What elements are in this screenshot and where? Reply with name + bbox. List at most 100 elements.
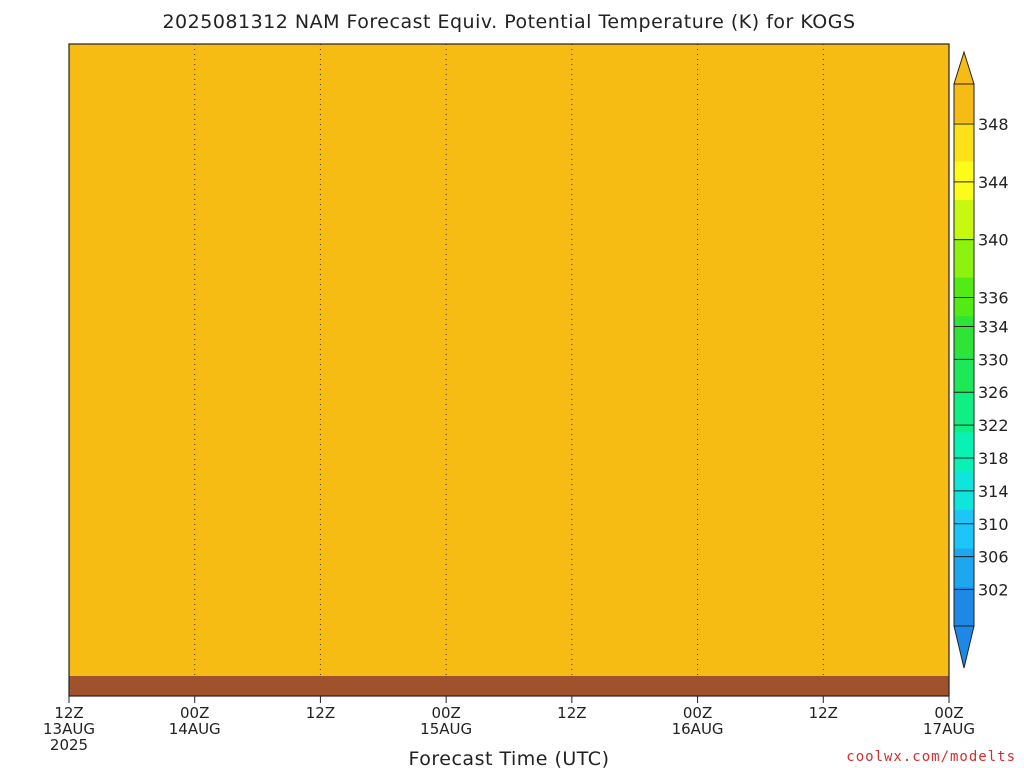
field-cell (469, 84, 475, 90)
field-cell (899, 59, 905, 65)
field-cell (499, 69, 505, 75)
field-cell (144, 84, 150, 90)
field-cell (424, 84, 430, 90)
field-cell (659, 69, 665, 75)
field-cell (254, 114, 260, 120)
field-cell (474, 99, 480, 105)
field-cell (239, 49, 245, 55)
field-cell (654, 64, 660, 70)
field-cell (279, 79, 285, 85)
field-cell (899, 49, 905, 55)
field-cell (869, 54, 875, 60)
field-cell (704, 44, 710, 50)
field-cell (669, 89, 675, 95)
field-cell (404, 94, 410, 100)
field-cell (919, 84, 925, 90)
field-cell (144, 89, 150, 95)
field-cell (839, 69, 845, 75)
field-cell (429, 54, 435, 60)
field-cell (724, 84, 730, 90)
field-cell (284, 44, 290, 50)
field-cell (724, 79, 730, 85)
field-cell (424, 94, 430, 100)
field-cell (699, 49, 705, 55)
field-cell (869, 94, 875, 100)
field-cell (309, 49, 315, 55)
field-cell (769, 94, 775, 100)
field-cell (844, 89, 850, 95)
field-cell (614, 64, 620, 70)
field-cell (654, 49, 660, 55)
field-cell (529, 84, 535, 90)
field-cell (379, 104, 385, 110)
field-cell (69, 49, 75, 55)
field-cell (824, 69, 830, 75)
field-cell (344, 74, 350, 80)
field-cell (849, 59, 855, 65)
field-cell (314, 64, 320, 70)
field-cell (114, 109, 120, 115)
field-cell (159, 74, 165, 80)
field-cell (319, 49, 325, 55)
field-cell (94, 79, 100, 85)
field-cell (284, 89, 290, 95)
field-cell (359, 109, 365, 115)
field-cell (179, 89, 185, 95)
field-cell (304, 84, 310, 90)
field-cell (129, 114, 135, 120)
field-cell (549, 94, 555, 100)
field-cell (664, 69, 670, 75)
field-cell (404, 109, 410, 115)
field-cell (744, 69, 750, 75)
field-cell (529, 79, 535, 85)
field-cell (554, 109, 560, 115)
field-cell (189, 84, 195, 90)
field-cell (104, 44, 110, 50)
field-cell (379, 59, 385, 65)
field-cell (699, 54, 705, 60)
field-cell (479, 94, 485, 100)
field-cell (214, 94, 220, 100)
field-cell (784, 84, 790, 90)
field-cell (599, 44, 605, 50)
field-cell (204, 74, 210, 80)
field-cell (109, 94, 115, 100)
field-cell (549, 64, 555, 70)
field-cell (89, 64, 95, 70)
field-cell (674, 59, 680, 65)
field-cell (559, 79, 565, 85)
field-cell (74, 89, 80, 95)
field-cell (154, 89, 160, 95)
field-cell (619, 104, 625, 110)
field-cell (649, 44, 655, 50)
field-cell (199, 94, 205, 100)
field-cell (414, 74, 420, 80)
field-cell (109, 49, 115, 55)
field-cell (114, 104, 120, 110)
field-cell (489, 94, 495, 100)
field-cell (794, 89, 800, 95)
field-cell (414, 109, 420, 115)
field-cell (709, 69, 715, 75)
field-cell (379, 89, 385, 95)
field-cell (529, 64, 535, 70)
field-cell (619, 99, 625, 105)
field-cell (609, 99, 615, 105)
field-cell (704, 99, 710, 105)
field-cell (659, 64, 665, 70)
field-cell (879, 49, 885, 55)
field-cell (759, 109, 765, 115)
field-cell (594, 89, 600, 95)
field-cell (229, 59, 235, 65)
field-cell (334, 79, 340, 85)
field-cell (189, 59, 195, 65)
field-cell (139, 94, 145, 100)
field-cell (904, 44, 910, 50)
field-cell (454, 79, 460, 85)
field-cell (434, 74, 440, 80)
field-cell (254, 69, 260, 75)
field-cell (879, 54, 885, 60)
field-cell (579, 74, 585, 80)
field-cell (779, 104, 785, 110)
field-cell (924, 74, 930, 80)
